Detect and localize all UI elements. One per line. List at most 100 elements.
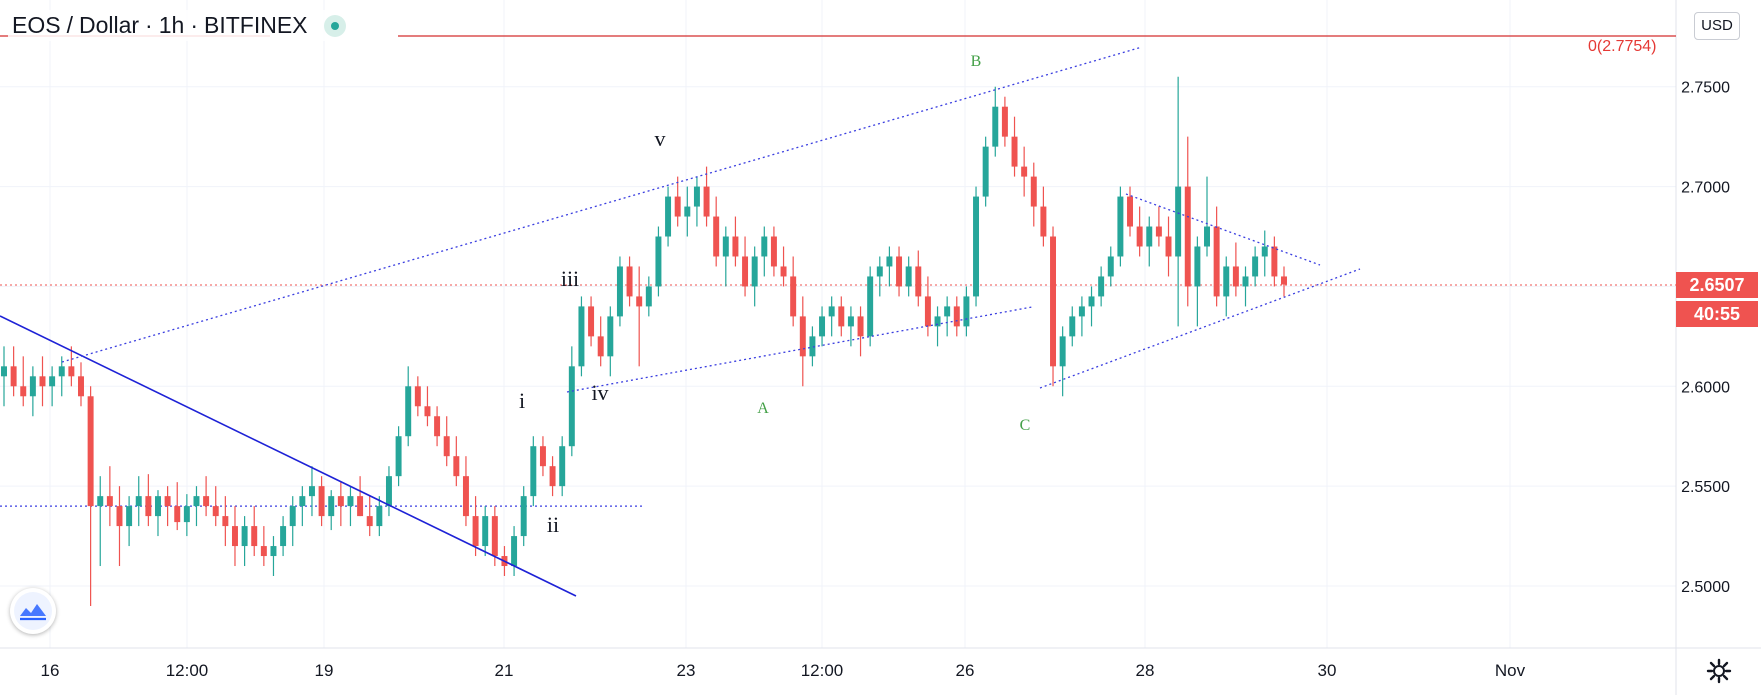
candle-body [1069,316,1076,337]
last-price-tag: 2.6507 [1676,272,1758,298]
candle-body [1098,276,1105,297]
candle-body [568,366,575,447]
candle-body [212,506,219,517]
candle-body [588,306,595,337]
wave-label: i [519,388,525,413]
currency-button[interactable]: USD [1694,12,1740,40]
candle-body [164,496,171,507]
wave-label: C [1020,417,1031,434]
candle-body [347,496,354,507]
candle-body [674,196,681,217]
candle-body [126,506,133,527]
candle-body [1011,136,1018,167]
candle-body [1194,246,1201,287]
header-dot-2: · [190,12,198,38]
y-tick-label: 2.7500 [1681,80,1730,97]
candle-body [241,526,248,547]
candle-body [106,496,113,507]
candle-body [1252,256,1259,277]
tradingview-logo-icon[interactable] [10,588,56,634]
candle-body [1223,266,1230,297]
candle-body [357,496,364,517]
candle-body [924,296,931,327]
candle-body [203,496,210,507]
candle-body [742,256,749,287]
market-status-icon[interactable] [323,14,346,37]
candle-body [231,526,238,547]
candle-body [1127,196,1133,227]
candle-body [982,146,989,197]
candle-body [1281,276,1287,285]
candle-body [58,366,65,377]
candle-body [1155,226,1162,237]
candle-body [539,446,546,467]
candle-body [222,516,229,527]
candle-body [799,316,806,357]
symbol-base: EOS [12,12,61,38]
candle-body [10,366,17,387]
candle-body [722,236,729,257]
candle-body [953,306,960,327]
candle-body [280,526,287,547]
candle-body [434,416,441,437]
descending-trendline [0,315,577,597]
x-tick-label: 19 [315,661,334,680]
candle-body [443,436,450,457]
candle-body [366,516,373,527]
candle-body [97,496,104,507]
candle-body [1107,256,1114,277]
candle-body [616,266,623,317]
candle-body [780,266,787,277]
candle-body [1050,236,1057,367]
y-tick-label: 2.5000 [1681,579,1730,596]
candle-body [193,496,200,507]
candle-body [462,476,469,517]
candle-body [934,316,941,327]
candle-body [665,196,672,237]
candle-body [453,456,460,477]
candle-body [626,266,633,297]
candle-body [1078,306,1085,317]
candle-body [385,476,392,507]
candle-body [1232,266,1239,287]
candle-body [578,306,585,367]
candle-body [819,316,826,337]
candle-body [751,256,758,287]
candle-body [183,506,190,523]
candle-body [655,236,662,287]
settings-gear-icon[interactable] [1706,658,1732,684]
candle-body [761,236,768,257]
candle-body [337,496,344,507]
candle-body [520,496,527,537]
candle-body [684,206,691,217]
candle-body [405,386,412,437]
candle-body [87,396,94,507]
x-tick-label: 23 [677,661,696,680]
y-tick-label: 2.7000 [1681,180,1730,197]
candle-body [328,496,335,517]
candle-body [289,506,296,527]
candle-body [308,486,315,497]
wave-label: B [971,53,982,70]
x-tick-label: 30 [1318,661,1337,680]
candle-body [511,536,518,567]
candle-body [68,366,75,377]
symbol-separator: / [66,12,73,38]
candle-body [1021,166,1028,177]
candle-body [838,306,845,327]
symbol-header[interactable]: EOS / Dollar · 1h · BITFINEX [8,10,350,41]
candle-body [530,446,537,497]
candle-body [559,446,566,487]
wave-label: iv [591,380,608,405]
wave-label: iii [561,266,579,291]
triangle-lower-line [1039,268,1361,389]
candle-body [20,386,27,397]
y-tick-label: 2.5500 [1681,479,1730,496]
x-tick-label: 28 [1136,661,1155,680]
candle-body [703,186,710,217]
candle-body [828,306,835,317]
candle-body [472,516,479,547]
candle-body [251,526,258,547]
candle-body [299,496,306,507]
